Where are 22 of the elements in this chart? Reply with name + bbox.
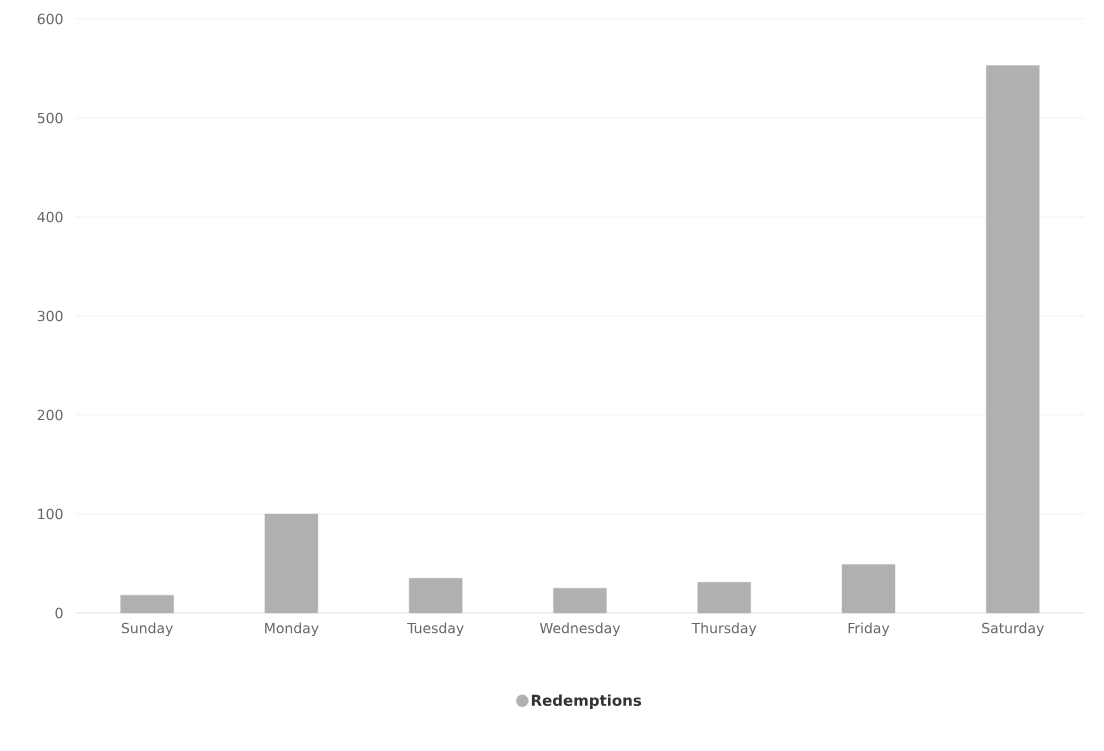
x-tick-label: Friday: [848, 622, 890, 637]
bar: [841, 564, 896, 614]
bar: [986, 65, 1040, 614]
x-tick-label: Sunday: [121, 622, 173, 637]
bar: [408, 578, 463, 614]
x-tick-label: Wednesday: [539, 622, 621, 637]
bar: [264, 513, 319, 614]
y-tick-label: 0: [55, 607, 63, 619]
y-tick-label: 600: [37, 13, 63, 25]
legend-label: Redemptions: [531, 694, 642, 709]
bar: [697, 582, 751, 614]
y-tick-label: 400: [37, 211, 63, 223]
bar: [120, 594, 174, 614]
bar: [553, 588, 607, 614]
x-tick-label: Saturday: [982, 622, 1044, 637]
y-tick-label: 100: [38, 508, 63, 520]
y-tick-label: 500: [37, 112, 63, 124]
y-tick-label: 300: [37, 310, 63, 322]
y-tick-label: 200: [37, 409, 63, 421]
x-tick-label: Monday: [265, 622, 319, 637]
x-tick-label: Thursday: [691, 622, 757, 637]
x-tick-label: Tuesday: [407, 622, 464, 637]
